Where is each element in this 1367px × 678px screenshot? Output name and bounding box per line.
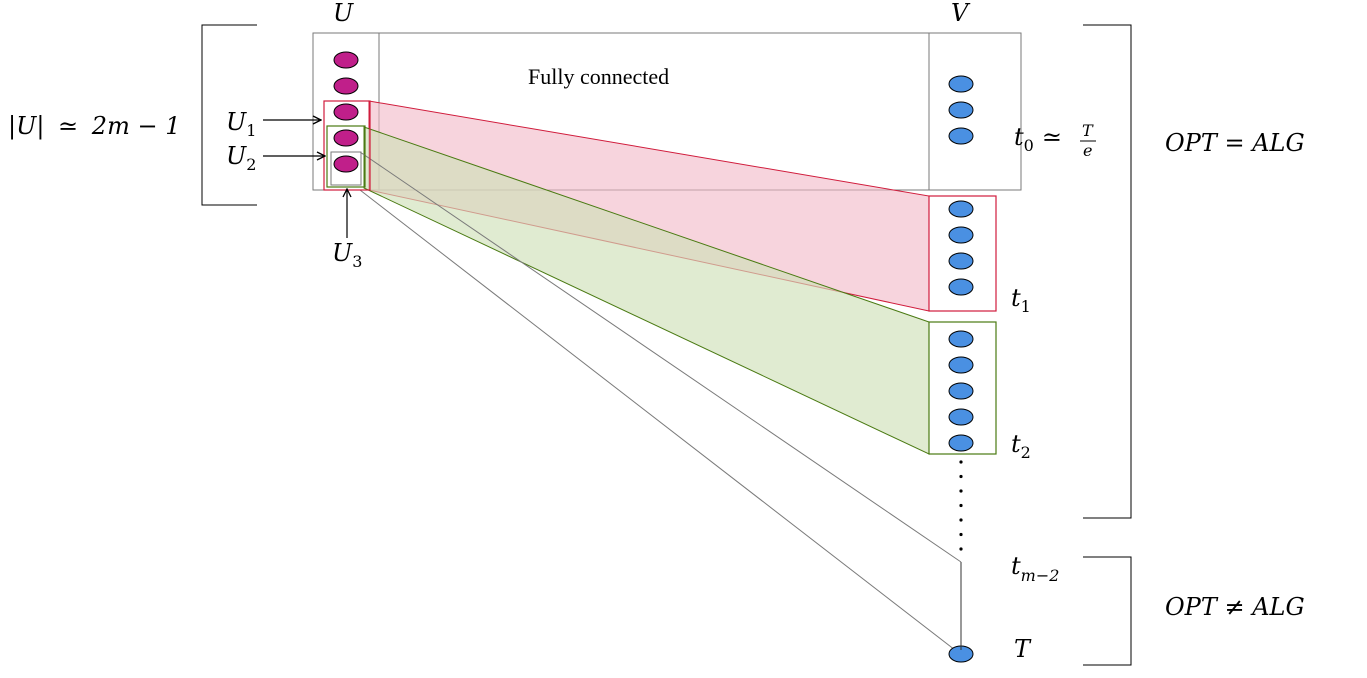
u1-base: U (226, 108, 247, 136)
v-node-t0 (948, 127, 974, 145)
u3-base: U (332, 239, 353, 267)
u3-sub: 3 (352, 252, 362, 271)
t0-base: t (1014, 123, 1024, 151)
u-node (333, 155, 359, 173)
right-bracket-neq (1083, 556, 1132, 666)
t0-label: t0 ≃ (1014, 123, 1062, 155)
v-node-t0 (948, 101, 974, 119)
tm2-label: tm−2 (1011, 552, 1059, 585)
ellipsis-dot (959, 503, 963, 508)
t1-sub: 1 (1021, 297, 1031, 316)
u-size-rel: ≃ (58, 112, 78, 140)
ellipsis-dot (959, 547, 963, 551)
t0-frac-den: e (1083, 141, 1092, 160)
u-size-rhs: 2m − 1 (91, 112, 181, 140)
u-node (333, 103, 359, 121)
u2-label: U2 (226, 142, 256, 174)
u3-box (330, 151, 362, 186)
t2-box (928, 321, 997, 455)
u-node (333, 77, 359, 95)
v-node-t2 (948, 434, 974, 452)
v-node-t0 (948, 75, 974, 93)
vertical-ellipsis (959, 460, 963, 551)
v-node-t2 (948, 330, 974, 348)
v-node-t1 (948, 278, 974, 296)
v-node-t1 (948, 200, 974, 218)
ellipsis-dot (959, 518, 963, 522)
tm2-base: t (1011, 552, 1021, 580)
T-label: T (1014, 635, 1032, 663)
u-size-label: |U| ≃ 2m − 1 (8, 112, 180, 141)
t2-label: t2 (1011, 430, 1031, 462)
t2-sub: 2 (1021, 443, 1031, 462)
t0-frac-num: T (1082, 121, 1094, 140)
u1-sub: 1 (246, 121, 256, 140)
t1-label: t1 (1011, 284, 1031, 316)
v-column-label: V (951, 0, 971, 27)
ellipsis-dot (959, 532, 963, 537)
v-node-t1 (948, 252, 974, 270)
t2-base: t (1011, 430, 1021, 458)
right-bracket-eq (1083, 24, 1132, 519)
u3-line-to-tm2 (359, 151, 962, 563)
v-node-t2 (948, 356, 974, 374)
v-node-group (948, 75, 974, 663)
ellipsis-dot (959, 460, 963, 464)
u-size-lhs: |U| (8, 112, 44, 141)
u2-box (326, 125, 366, 188)
u2-base: U (226, 142, 247, 170)
u-node-group (333, 51, 359, 173)
tm2-sub: m−2 (1021, 566, 1060, 585)
u3-label: U3 (332, 239, 362, 271)
v-node-t2 (948, 408, 974, 426)
u2-sub: 2 (246, 155, 256, 174)
ellipsis-dot (959, 489, 963, 493)
u-node (333, 51, 359, 69)
t1-box (928, 195, 997, 312)
u-column-label: U (333, 0, 354, 27)
v-node-t2 (948, 382, 974, 400)
opt-eq-label: OPT = ALG (1165, 129, 1305, 157)
v-node-t1 (948, 226, 974, 244)
u1-label: U1 (226, 108, 256, 140)
u-node (333, 129, 359, 147)
opt-neq-label: OPT ≠ ALG (1165, 593, 1305, 621)
fully-connected-label: Fully connected (528, 64, 669, 89)
t0-sub: 0 (1024, 136, 1034, 155)
u3-line-to-T (359, 189, 956, 651)
t1-base: t (1011, 284, 1021, 312)
t0-rel: ≃ (1042, 123, 1062, 151)
left-bracket (201, 24, 257, 206)
ellipsis-dot (959, 474, 963, 479)
